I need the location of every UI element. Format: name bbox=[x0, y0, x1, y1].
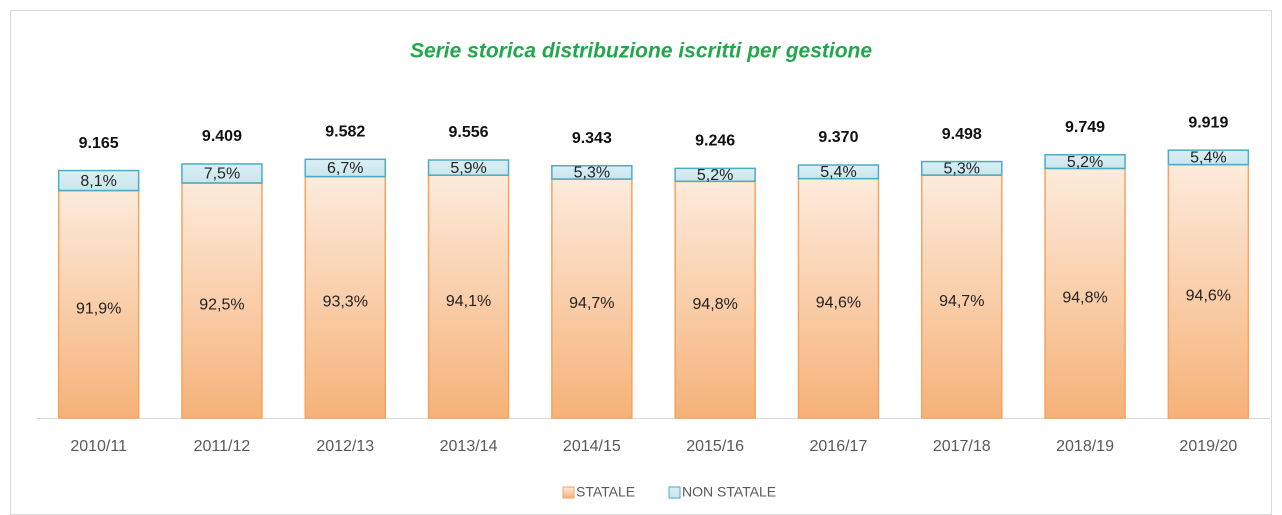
x-tick-label: 2010/11 bbox=[70, 438, 127, 455]
legend-label: STATALE bbox=[576, 484, 635, 500]
bar-segment bbox=[797, 177, 880, 419]
total-label: 9.165 bbox=[79, 135, 119, 152]
bar-segment bbox=[921, 174, 1003, 419]
data-label: 91,9% bbox=[76, 301, 121, 318]
bar-segment bbox=[674, 167, 756, 183]
total-label: 9.749 bbox=[1065, 119, 1105, 136]
data-label: 5,2% bbox=[697, 167, 733, 184]
data-label: 93,3% bbox=[323, 294, 368, 311]
data-label: 5,3% bbox=[944, 161, 980, 178]
data-label: 5,4% bbox=[820, 164, 856, 181]
total-label: 9.556 bbox=[449, 124, 489, 141]
bar-segment bbox=[181, 182, 263, 419]
bar-segment bbox=[181, 163, 263, 184]
total-label: 9.582 bbox=[325, 124, 365, 141]
bar-segment bbox=[1044, 154, 1126, 170]
legend-swatch bbox=[562, 486, 575, 499]
bar-segment bbox=[551, 178, 633, 419]
x-tick-label: 2011/12 bbox=[194, 438, 251, 455]
bar-segment bbox=[427, 159, 510, 176]
bar-segment bbox=[57, 189, 140, 419]
x-tick-label: 2018/19 bbox=[1056, 438, 1114, 455]
data-label: 5,2% bbox=[1067, 154, 1103, 171]
data-label: 5,3% bbox=[574, 165, 610, 182]
chart-title: Serie storica distribuzione iscritti per… bbox=[410, 40, 872, 63]
data-label: 5,4% bbox=[1190, 150, 1226, 167]
bar-segment bbox=[427, 174, 510, 419]
bar-segment bbox=[921, 160, 1003, 176]
x-tick-label: 2017/18 bbox=[933, 438, 991, 455]
bar-segment bbox=[304, 158, 386, 178]
x-tick-label: 2016/17 bbox=[810, 438, 868, 455]
total-label: 9.919 bbox=[1188, 114, 1228, 131]
bar-segment bbox=[1044, 167, 1126, 419]
data-label: 6,7% bbox=[327, 160, 363, 177]
data-label: 94,7% bbox=[939, 293, 984, 310]
total-label: 9.343 bbox=[572, 130, 612, 147]
data-label: 94,1% bbox=[446, 293, 491, 310]
data-label: 94,6% bbox=[1186, 288, 1231, 305]
bar-segment bbox=[551, 164, 633, 180]
data-label: 94,6% bbox=[816, 295, 861, 312]
x-tick-label: 2014/15 bbox=[563, 438, 621, 455]
x-tick-label: 2019/20 bbox=[1179, 438, 1237, 455]
bar-segment bbox=[797, 164, 880, 180]
bar-segment bbox=[1167, 163, 1250, 419]
x-tick-label: 2013/14 bbox=[440, 438, 498, 455]
bar-segment bbox=[1167, 149, 1250, 166]
total-label: 9.498 bbox=[942, 126, 982, 143]
data-label: 94,8% bbox=[1062, 289, 1107, 306]
data-label: 94,8% bbox=[692, 296, 737, 313]
x-tick-label: 2012/13 bbox=[316, 438, 374, 455]
bar-segment bbox=[304, 175, 386, 419]
bar-segment bbox=[57, 169, 140, 192]
total-label: 9.370 bbox=[818, 129, 858, 146]
data-label: 5,9% bbox=[450, 160, 486, 177]
legend-label: NON STATALE bbox=[682, 484, 776, 500]
total-label: 9.409 bbox=[202, 128, 242, 145]
data-label: 8,1% bbox=[80, 173, 116, 190]
data-label: 92,5% bbox=[199, 297, 244, 314]
data-label: 94,7% bbox=[569, 295, 614, 312]
data-label: 7,5% bbox=[204, 166, 240, 183]
x-tick-label: 2015/16 bbox=[686, 438, 744, 455]
legend-swatch bbox=[668, 486, 681, 499]
total-label: 9.246 bbox=[695, 133, 735, 150]
